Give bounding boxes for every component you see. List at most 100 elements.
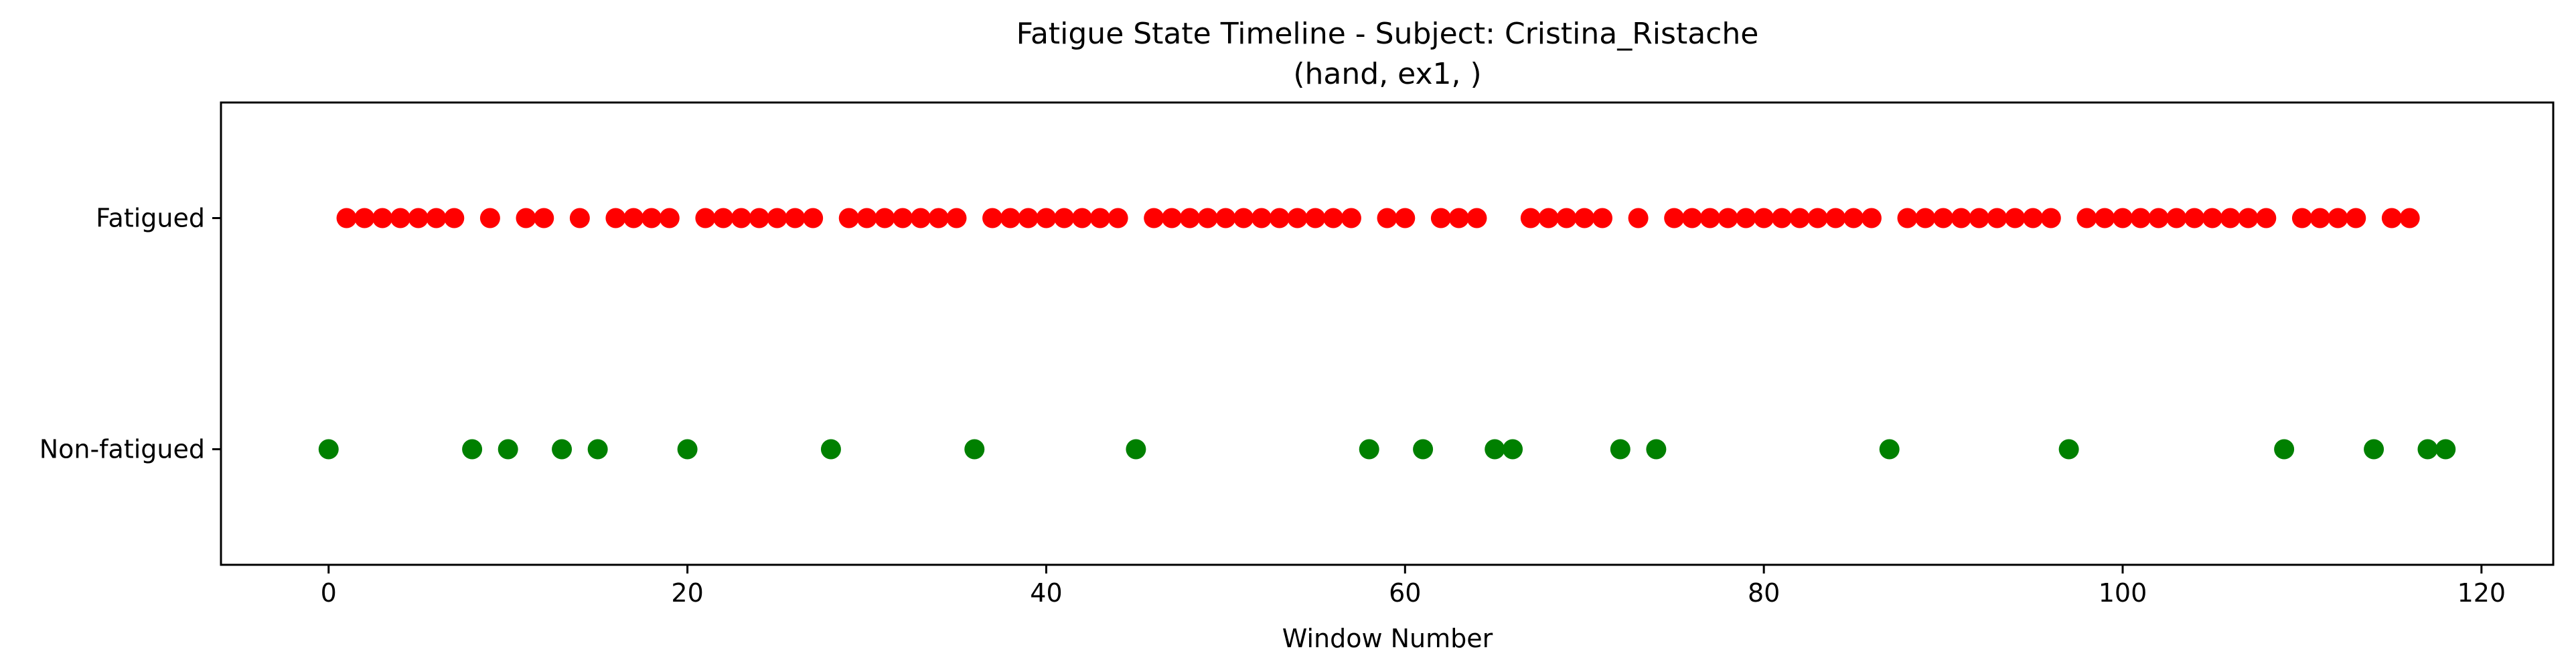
fatigued-point xyxy=(1754,208,1774,228)
y-tick-label: Non-fatigued xyxy=(40,435,205,464)
fatigued-point xyxy=(408,208,429,228)
fatigued-point xyxy=(767,208,787,228)
y-tick-label: Fatigued xyxy=(96,204,205,233)
non-fatigued-point xyxy=(2058,439,2079,460)
x-axis: 0 20 40 60 80 100 120 xyxy=(321,565,2506,608)
fatigued-point xyxy=(946,208,967,228)
fatigued-point xyxy=(1628,208,1649,228)
fatigued-point xyxy=(1718,208,1738,228)
fatigued-point xyxy=(1341,208,1361,228)
fatigued-point xyxy=(1108,208,1128,228)
fatigued-point xyxy=(1520,208,1541,228)
non-fatigued-point xyxy=(1610,439,1631,460)
non-fatigued-point xyxy=(587,439,608,460)
x-tick-label: 40 xyxy=(1030,578,1062,608)
non-fatigued-point xyxy=(552,439,573,460)
fatigued-point xyxy=(1377,208,1397,228)
non-fatigued-point xyxy=(677,439,698,460)
fatigued-point xyxy=(2291,208,2312,228)
fatigued-point xyxy=(2309,208,2330,228)
fatigued-point xyxy=(1466,208,1487,228)
x-tick-label: 100 xyxy=(2099,578,2147,608)
x-tick-label: 60 xyxy=(1389,578,1421,608)
fatigued-point xyxy=(1395,208,1416,228)
fatigued-point xyxy=(516,208,536,228)
y-axis: Non-fatigued Fatigued xyxy=(40,204,221,464)
fatigued-point xyxy=(1287,208,1308,228)
fatigued-point xyxy=(1556,208,1577,228)
fatigued-point xyxy=(749,208,769,228)
non-fatigued-point xyxy=(1485,439,1505,460)
fatigued-point xyxy=(2256,208,2277,228)
fatigued-point xyxy=(893,208,913,228)
non-fatigued-point xyxy=(1646,439,1667,460)
non-fatigued-point xyxy=(1413,439,1434,460)
x-tick-label: 20 xyxy=(671,578,703,608)
fatigued-point xyxy=(605,208,626,228)
fatigued-point xyxy=(1807,208,1828,228)
fatigued-point xyxy=(1933,208,1954,228)
fatigued-point xyxy=(2238,208,2259,228)
non-fatigued-point xyxy=(318,439,339,460)
fatigued-point xyxy=(2112,208,2133,228)
x-tick-label: 120 xyxy=(2457,578,2506,608)
fatigued-point xyxy=(2184,208,2205,228)
fatigued-point xyxy=(534,208,554,228)
fatigued-point xyxy=(785,208,806,228)
fatigued-point xyxy=(695,208,716,228)
non-fatigued-point xyxy=(964,439,985,460)
chart-title: Fatigue State Timeline - Subject: Cristi… xyxy=(1016,17,1759,51)
x-axis-label: Window Number xyxy=(1282,624,1493,653)
fatigued-point xyxy=(1179,208,1200,228)
x-tick-label: 0 xyxy=(321,578,337,608)
fatigued-point xyxy=(1089,208,1110,228)
fatigued-point xyxy=(2076,208,2097,228)
fatigued-point xyxy=(713,208,734,228)
fatigued-point xyxy=(1036,208,1057,228)
fatigued-point xyxy=(2040,208,2061,228)
fatigued-point xyxy=(1072,208,1093,228)
non-fatigued-point xyxy=(1359,439,1379,460)
fatigued-point xyxy=(623,208,644,228)
non-fatigued-point xyxy=(2274,439,2295,460)
fatigued-point xyxy=(1430,208,1451,228)
fatigued-point xyxy=(2346,208,2366,228)
scatter-points xyxy=(318,208,2456,460)
fatigued-point xyxy=(2328,208,2348,228)
fatigued-point xyxy=(1664,208,1685,228)
fatigued-point xyxy=(569,208,590,228)
chart-subtitle: (hand, ex1, ) xyxy=(1293,57,1481,91)
fatigued-point xyxy=(1843,208,1864,228)
non-fatigued-point xyxy=(1879,439,1900,460)
fatigued-point xyxy=(2399,208,2420,228)
fatigued-point xyxy=(1771,208,1792,228)
fatigued-point xyxy=(1305,208,1326,228)
fatigued-point xyxy=(1161,208,1182,228)
non-fatigued-point xyxy=(498,439,518,460)
fatigued-point xyxy=(1825,208,1846,228)
fatigued-point xyxy=(982,208,1003,228)
fatigued-point xyxy=(2220,208,2241,228)
fatigued-point xyxy=(1699,208,1720,228)
fatigued-point xyxy=(928,208,949,228)
fatigued-point xyxy=(2148,208,2169,228)
fatigued-point xyxy=(1269,208,1290,228)
fatigued-point xyxy=(1054,208,1075,228)
fatigued-point xyxy=(1215,208,1236,228)
fatigued-point xyxy=(731,208,751,228)
fatigued-point xyxy=(803,208,824,228)
fatigued-point xyxy=(1323,208,1344,228)
fatigued-point xyxy=(2202,208,2222,228)
fatigued-point xyxy=(838,208,859,228)
non-fatigued-point xyxy=(2364,439,2384,460)
non-fatigued-point xyxy=(820,439,841,460)
non-fatigued-point xyxy=(2435,439,2456,460)
fatigued-point xyxy=(1861,208,1882,228)
fatigued-point xyxy=(659,208,680,228)
fatigued-point xyxy=(336,208,357,228)
fatigued-point xyxy=(2166,208,2187,228)
non-fatigued-point xyxy=(462,439,483,460)
fatigued-point xyxy=(2023,208,2044,228)
fatigued-point xyxy=(910,208,931,228)
